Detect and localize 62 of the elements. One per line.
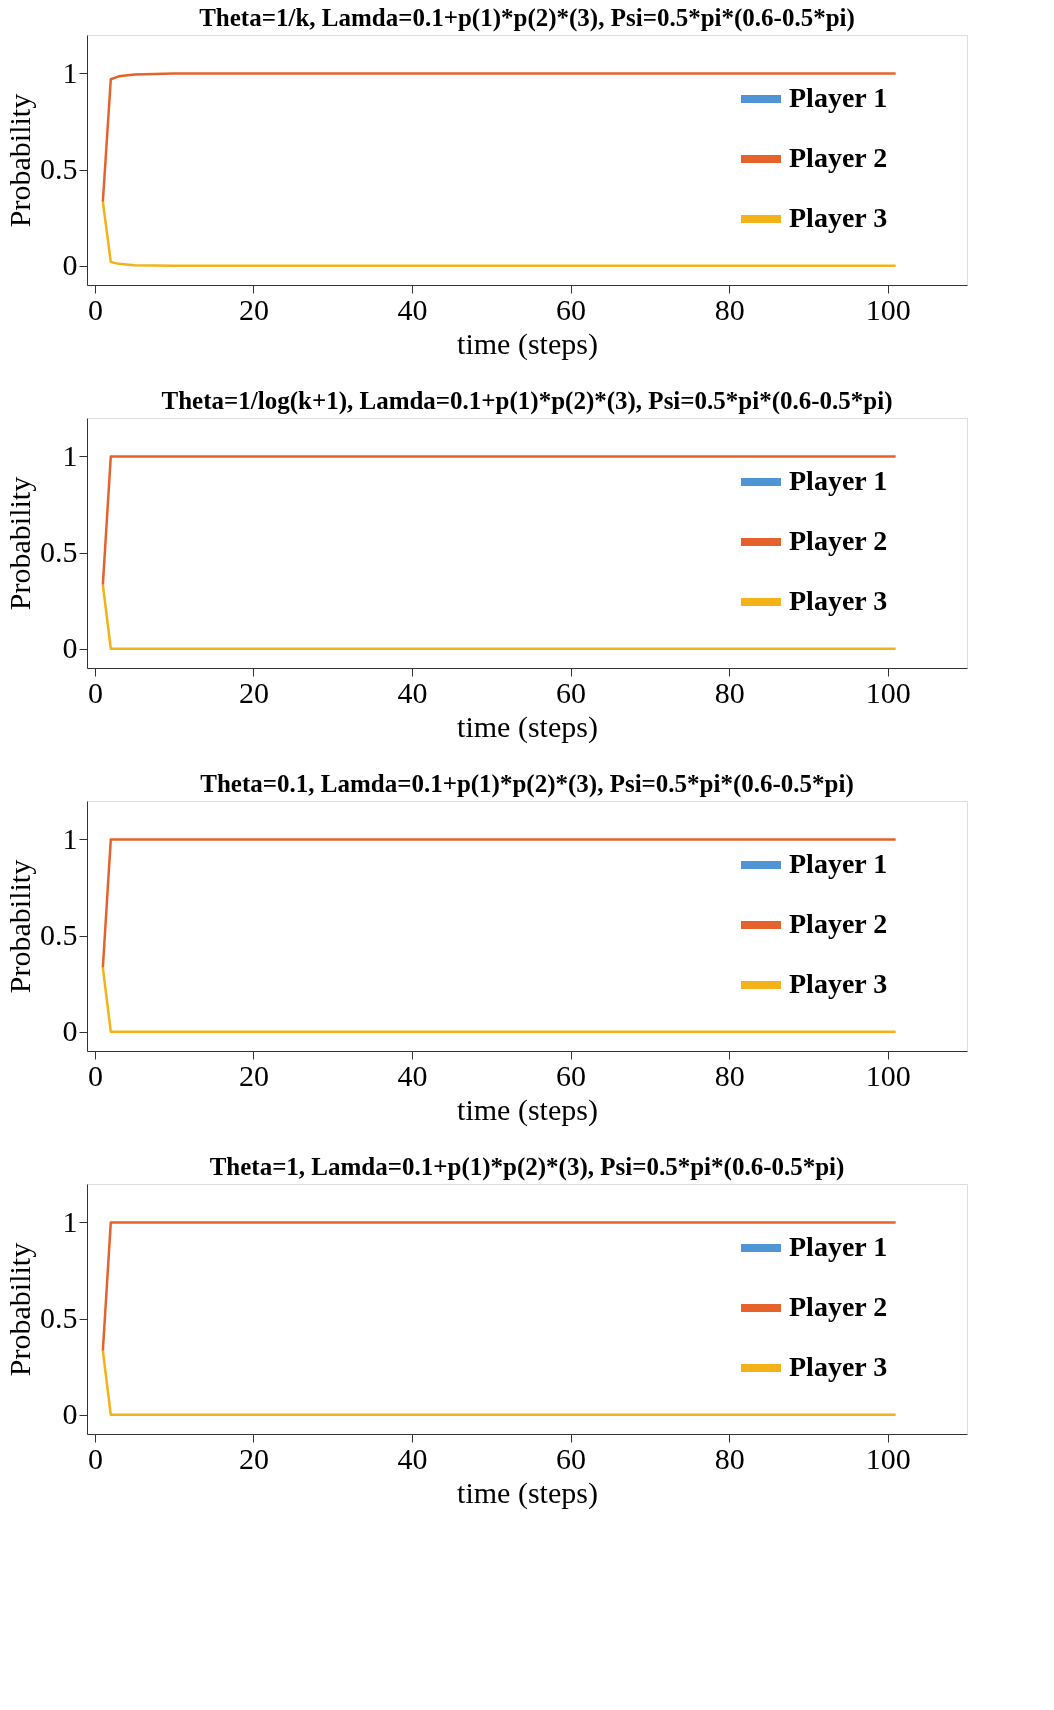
x-tick-label: 40 — [397, 1058, 428, 1092]
x-tick-label: 100 — [865, 675, 911, 709]
legend-label: Player 3 — [789, 202, 888, 233]
x-tick-label: 0 — [87, 1058, 103, 1092]
y-axis-title: Probability — [3, 476, 36, 611]
line-series — [101, 72, 897, 203]
x-tick-label: 60 — [556, 1441, 587, 1475]
x-tick-label: 20 — [238, 1058, 269, 1092]
x-tick-label: 100 — [865, 292, 911, 326]
x-axis-title: time (steps) — [457, 709, 598, 744]
legend-label: Player 3 — [789, 968, 888, 999]
y-tick-label: 1 — [62, 55, 78, 89]
x-tick-label: 60 — [556, 292, 587, 326]
y-tick-label: 0 — [62, 1014, 78, 1048]
legend-label: Player 3 — [789, 585, 888, 616]
y-tick-label: 0.5 — [40, 918, 78, 952]
legend-label: Player 2 — [789, 1291, 888, 1322]
y-axis-title: Probability — [3, 93, 36, 228]
x-tick-label: 100 — [865, 1058, 911, 1092]
y-tick-label: 0 — [62, 248, 78, 282]
y-tick-label: 0.5 — [40, 152, 78, 186]
x-axis-title: time (steps) — [457, 1475, 598, 1510]
x-tick-label: 0 — [87, 1441, 103, 1475]
chart-title: Theta=1/k, Lamda=0.1+p(1)*p(2)*(3), Psi=0.5*pi*(0.6-0.5*pi) — [199, 4, 855, 32]
x-tick-label: 60 — [556, 1058, 587, 1092]
x-tick-label: 80 — [714, 1058, 745, 1092]
legend-label: Player 1 — [789, 1231, 888, 1262]
x-axis-title: time (steps) — [457, 326, 598, 361]
x-tick-label: 40 — [397, 1441, 428, 1475]
x-tick-label: 0 — [87, 675, 103, 709]
legend-label: Player 3 — [789, 1351, 888, 1382]
y-tick-label: 1 — [62, 821, 78, 855]
x-tick-label: 40 — [397, 675, 428, 709]
legend-label: Player 1 — [789, 82, 888, 113]
x-tick-label: 100 — [865, 1441, 911, 1475]
x-tick-label: 80 — [714, 292, 745, 326]
x-tick-label: 0 — [87, 292, 103, 326]
legend-label: Player 2 — [789, 142, 888, 173]
y-tick-label: 0 — [62, 1397, 78, 1431]
legend-label: Player 2 — [789, 525, 888, 556]
chart-title: Theta=1, Lamda=0.1+p(1)*p(2)*(3), Psi=0.5*pi*(0.6-0.5*pi) — [209, 1153, 845, 1181]
x-tick-label: 60 — [556, 675, 587, 709]
legend-label: Player 1 — [789, 848, 888, 879]
x-tick-label: 80 — [714, 675, 745, 709]
line-series — [101, 200, 897, 268]
y-axis-title: Probability — [3, 859, 36, 994]
legend-label: Player 1 — [789, 465, 888, 496]
x-axis-title: time (steps) — [457, 1092, 598, 1127]
x-tick-label: 20 — [238, 1441, 269, 1475]
x-tick-label: 20 — [238, 675, 269, 709]
x-tick-label: 80 — [714, 1441, 745, 1475]
chart-title: Theta=1/log(k+1), Lamda=0.1+p(1)*p(2)*(3), Psi=0.5*pi*(0.6-0.5*pi) — [161, 387, 893, 415]
y-tick-label: 0 — [62, 631, 78, 665]
x-tick-label: 40 — [397, 292, 428, 326]
y-axis-title: Probability — [3, 1242, 36, 1377]
y-tick-label: 1 — [62, 438, 78, 472]
x-tick-label: 20 — [238, 292, 269, 326]
y-tick-label: 1 — [62, 1204, 78, 1238]
chart-title: Theta=0.1, Lamda=0.1+p(1)*p(2)*(3), Psi=0.5*pi*(0.6-0.5*pi) — [200, 770, 854, 798]
y-tick-label: 0.5 — [40, 1301, 78, 1335]
legend-label: Player 2 — [789, 908, 888, 939]
y-tick-label: 0.5 — [40, 535, 78, 569]
